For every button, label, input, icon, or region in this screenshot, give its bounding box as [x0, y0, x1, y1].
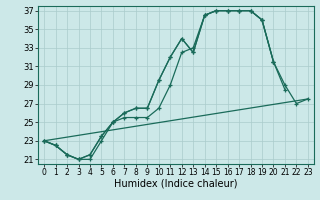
X-axis label: Humidex (Indice chaleur): Humidex (Indice chaleur) — [114, 179, 238, 189]
